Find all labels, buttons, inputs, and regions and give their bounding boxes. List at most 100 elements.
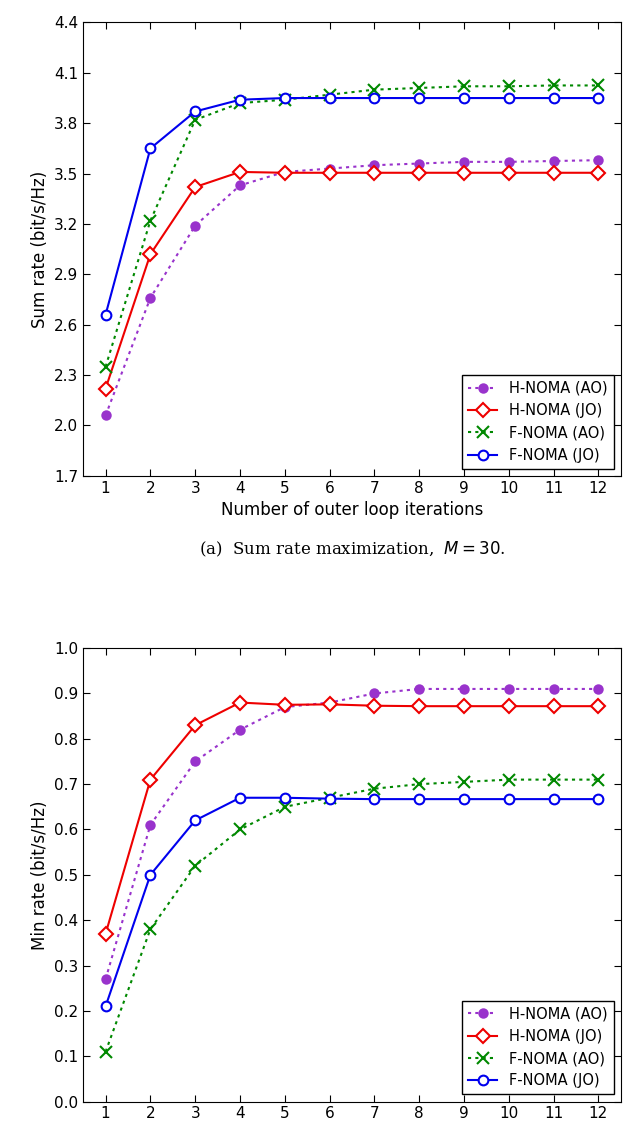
H-NOMA (JO) bbox=[102, 927, 109, 941]
F-NOMA (JO) bbox=[326, 91, 333, 105]
F-NOMA (AO) bbox=[415, 81, 423, 94]
H-NOMA (JO) bbox=[236, 165, 244, 179]
F-NOMA (AO) bbox=[147, 214, 154, 227]
H-NOMA (JO) bbox=[595, 166, 602, 180]
F-NOMA (AO) bbox=[505, 80, 513, 93]
F-NOMA (AO) bbox=[595, 773, 602, 787]
Legend: H-NOMA (AO), H-NOMA (JO), F-NOMA (AO), F-NOMA (JO): H-NOMA (AO), H-NOMA (JO), F-NOMA (AO), F… bbox=[462, 1000, 614, 1095]
F-NOMA (AO) bbox=[550, 79, 557, 92]
H-NOMA (JO) bbox=[505, 699, 513, 713]
H-NOMA (AO) bbox=[236, 723, 244, 736]
H-NOMA (JO) bbox=[415, 699, 423, 713]
Line: H-NOMA (AO): H-NOMA (AO) bbox=[101, 685, 603, 984]
F-NOMA (JO) bbox=[147, 142, 154, 155]
H-NOMA (JO) bbox=[505, 166, 513, 180]
H-NOMA (AO) bbox=[326, 162, 333, 175]
H-NOMA (JO) bbox=[326, 166, 333, 180]
H-NOMA (JO) bbox=[191, 180, 199, 193]
F-NOMA (AO) bbox=[326, 791, 333, 805]
H-NOMA (AO) bbox=[460, 155, 468, 169]
Line: F-NOMA (JO): F-NOMA (JO) bbox=[100, 792, 604, 1012]
H-NOMA (JO) bbox=[371, 699, 378, 713]
H-NOMA (AO) bbox=[595, 154, 602, 167]
H-NOMA (AO) bbox=[415, 682, 423, 696]
H-NOMA (AO) bbox=[460, 682, 468, 696]
H-NOMA (AO) bbox=[281, 700, 289, 714]
F-NOMA (AO) bbox=[236, 823, 244, 836]
H-NOMA (JO) bbox=[550, 699, 557, 713]
Line: F-NOMA (AO): F-NOMA (AO) bbox=[100, 80, 604, 372]
F-NOMA (AO) bbox=[505, 773, 513, 787]
F-NOMA (JO) bbox=[102, 308, 109, 321]
H-NOMA (JO) bbox=[281, 166, 289, 180]
F-NOMA (JO) bbox=[595, 91, 602, 105]
H-NOMA (JO) bbox=[236, 696, 244, 709]
H-NOMA (AO) bbox=[371, 158, 378, 172]
F-NOMA (AO) bbox=[415, 778, 423, 791]
H-NOMA (JO) bbox=[326, 698, 333, 711]
H-NOMA (AO) bbox=[505, 682, 513, 696]
H-NOMA (JO) bbox=[550, 166, 557, 180]
F-NOMA (JO) bbox=[281, 791, 289, 805]
F-NOMA (JO) bbox=[460, 91, 468, 105]
Line: H-NOMA (JO): H-NOMA (JO) bbox=[100, 698, 604, 939]
F-NOMA (AO) bbox=[460, 80, 468, 93]
F-NOMA (AO) bbox=[595, 79, 602, 92]
H-NOMA (AO) bbox=[147, 818, 154, 832]
H-NOMA (JO) bbox=[460, 166, 468, 180]
F-NOMA (JO) bbox=[191, 814, 199, 827]
F-NOMA (JO) bbox=[236, 791, 244, 805]
H-NOMA (JO) bbox=[102, 382, 109, 396]
H-NOMA (AO) bbox=[326, 696, 333, 709]
F-NOMA (JO) bbox=[550, 792, 557, 806]
Text: (a)  Sum rate maximization,  $M = 30$.: (a) Sum rate maximization, $M = 30$. bbox=[198, 540, 506, 559]
F-NOMA (JO) bbox=[415, 792, 423, 806]
H-NOMA (AO) bbox=[281, 165, 289, 179]
H-NOMA (JO) bbox=[595, 699, 602, 713]
H-NOMA (AO) bbox=[595, 682, 602, 696]
F-NOMA (AO) bbox=[191, 114, 199, 127]
H-NOMA (JO) bbox=[191, 718, 199, 732]
H-NOMA (AO) bbox=[550, 154, 557, 167]
Line: H-NOMA (AO): H-NOMA (AO) bbox=[101, 156, 603, 419]
H-NOMA (AO) bbox=[505, 155, 513, 169]
F-NOMA (AO) bbox=[371, 782, 378, 796]
H-NOMA (JO) bbox=[415, 166, 423, 180]
H-NOMA (AO) bbox=[415, 156, 423, 170]
F-NOMA (JO) bbox=[371, 792, 378, 806]
H-NOMA (AO) bbox=[191, 219, 199, 233]
F-NOMA (JO) bbox=[236, 93, 244, 107]
Y-axis label: Min rate (bit/s/Hz): Min rate (bit/s/Hz) bbox=[31, 800, 49, 950]
H-NOMA (AO) bbox=[236, 179, 244, 192]
F-NOMA (AO) bbox=[326, 88, 333, 101]
F-NOMA (AO) bbox=[102, 1045, 109, 1059]
H-NOMA (JO) bbox=[147, 247, 154, 261]
H-NOMA (AO) bbox=[102, 972, 109, 986]
H-NOMA (JO) bbox=[147, 773, 154, 787]
F-NOMA (JO) bbox=[505, 792, 513, 806]
F-NOMA (AO) bbox=[550, 773, 557, 787]
F-NOMA (JO) bbox=[147, 868, 154, 881]
F-NOMA (JO) bbox=[281, 91, 289, 105]
H-NOMA (JO) bbox=[371, 166, 378, 180]
Y-axis label: Sum rate (bit/s/Hz): Sum rate (bit/s/Hz) bbox=[31, 171, 49, 328]
F-NOMA (AO) bbox=[460, 776, 468, 789]
F-NOMA (AO) bbox=[236, 97, 244, 110]
F-NOMA (AO) bbox=[147, 923, 154, 936]
F-NOMA (JO) bbox=[102, 999, 109, 1013]
F-NOMA (AO) bbox=[371, 83, 378, 97]
X-axis label: Number of outer loop iterations: Number of outer loop iterations bbox=[221, 501, 483, 519]
F-NOMA (JO) bbox=[415, 91, 423, 105]
F-NOMA (AO) bbox=[281, 800, 289, 814]
F-NOMA (JO) bbox=[460, 792, 468, 806]
H-NOMA (JO) bbox=[281, 698, 289, 711]
F-NOMA (JO) bbox=[505, 91, 513, 105]
F-NOMA (JO) bbox=[595, 792, 602, 806]
F-NOMA (JO) bbox=[371, 91, 378, 105]
F-NOMA (AO) bbox=[281, 93, 289, 107]
Line: F-NOMA (JO): F-NOMA (JO) bbox=[100, 93, 604, 319]
H-NOMA (AO) bbox=[191, 754, 199, 768]
H-NOMA (AO) bbox=[102, 409, 109, 423]
Legend: H-NOMA (AO), H-NOMA (JO), F-NOMA (AO), F-NOMA (JO): H-NOMA (AO), H-NOMA (JO), F-NOMA (AO), F… bbox=[462, 375, 614, 469]
F-NOMA (JO) bbox=[191, 105, 199, 118]
